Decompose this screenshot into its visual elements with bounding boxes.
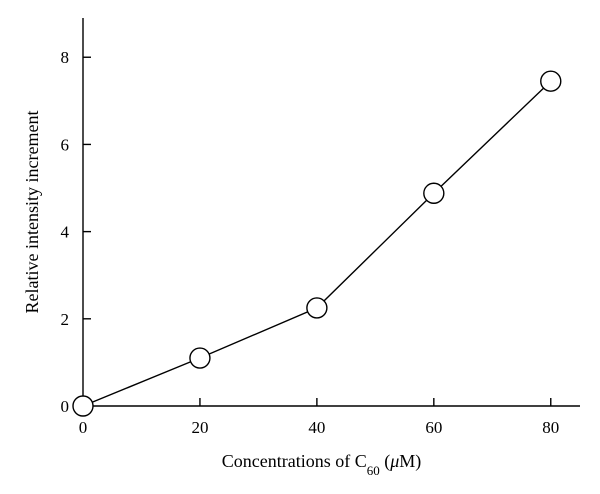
y-tick-label: 0 xyxy=(61,397,70,416)
data-point-marker xyxy=(72,395,94,417)
y-tick-label: 8 xyxy=(61,48,70,67)
series-line xyxy=(82,80,552,407)
data-point-marker xyxy=(423,182,445,204)
y-ticks: 0 2 4 6 8 xyxy=(61,48,91,416)
x-axis-label-mu: μ xyxy=(389,451,399,471)
chart-axes xyxy=(82,18,580,407)
data-point-marker xyxy=(306,297,328,319)
data-point-marker xyxy=(540,70,562,92)
x-axis-label: Concentrations of C60 (μM) xyxy=(222,451,422,478)
x-tick-label: 40 xyxy=(308,418,325,437)
y-axis-label: Relative intensity increment xyxy=(22,111,42,314)
x-axis-label-open: ( xyxy=(380,451,391,472)
y-tick-label: 6 xyxy=(61,135,70,154)
x-tick-label: 60 xyxy=(425,418,442,437)
x-tick-label: 0 xyxy=(79,418,88,437)
y-tick-label: 4 xyxy=(61,223,70,242)
x-tick-label: 20 xyxy=(191,418,208,437)
series-markers xyxy=(72,70,562,417)
data-point-marker xyxy=(189,347,211,369)
x-axis-label-suffix: M) xyxy=(399,451,421,472)
x-tick-label: 80 xyxy=(542,418,559,437)
y-tick-label: 2 xyxy=(61,310,70,329)
x-axis-label-prefix: Concentrations of C xyxy=(222,451,367,471)
x-axis-label-subscript: 60 xyxy=(367,463,380,478)
series-layer xyxy=(72,70,562,417)
x-ticks: 0 20 40 60 80 xyxy=(79,398,559,437)
